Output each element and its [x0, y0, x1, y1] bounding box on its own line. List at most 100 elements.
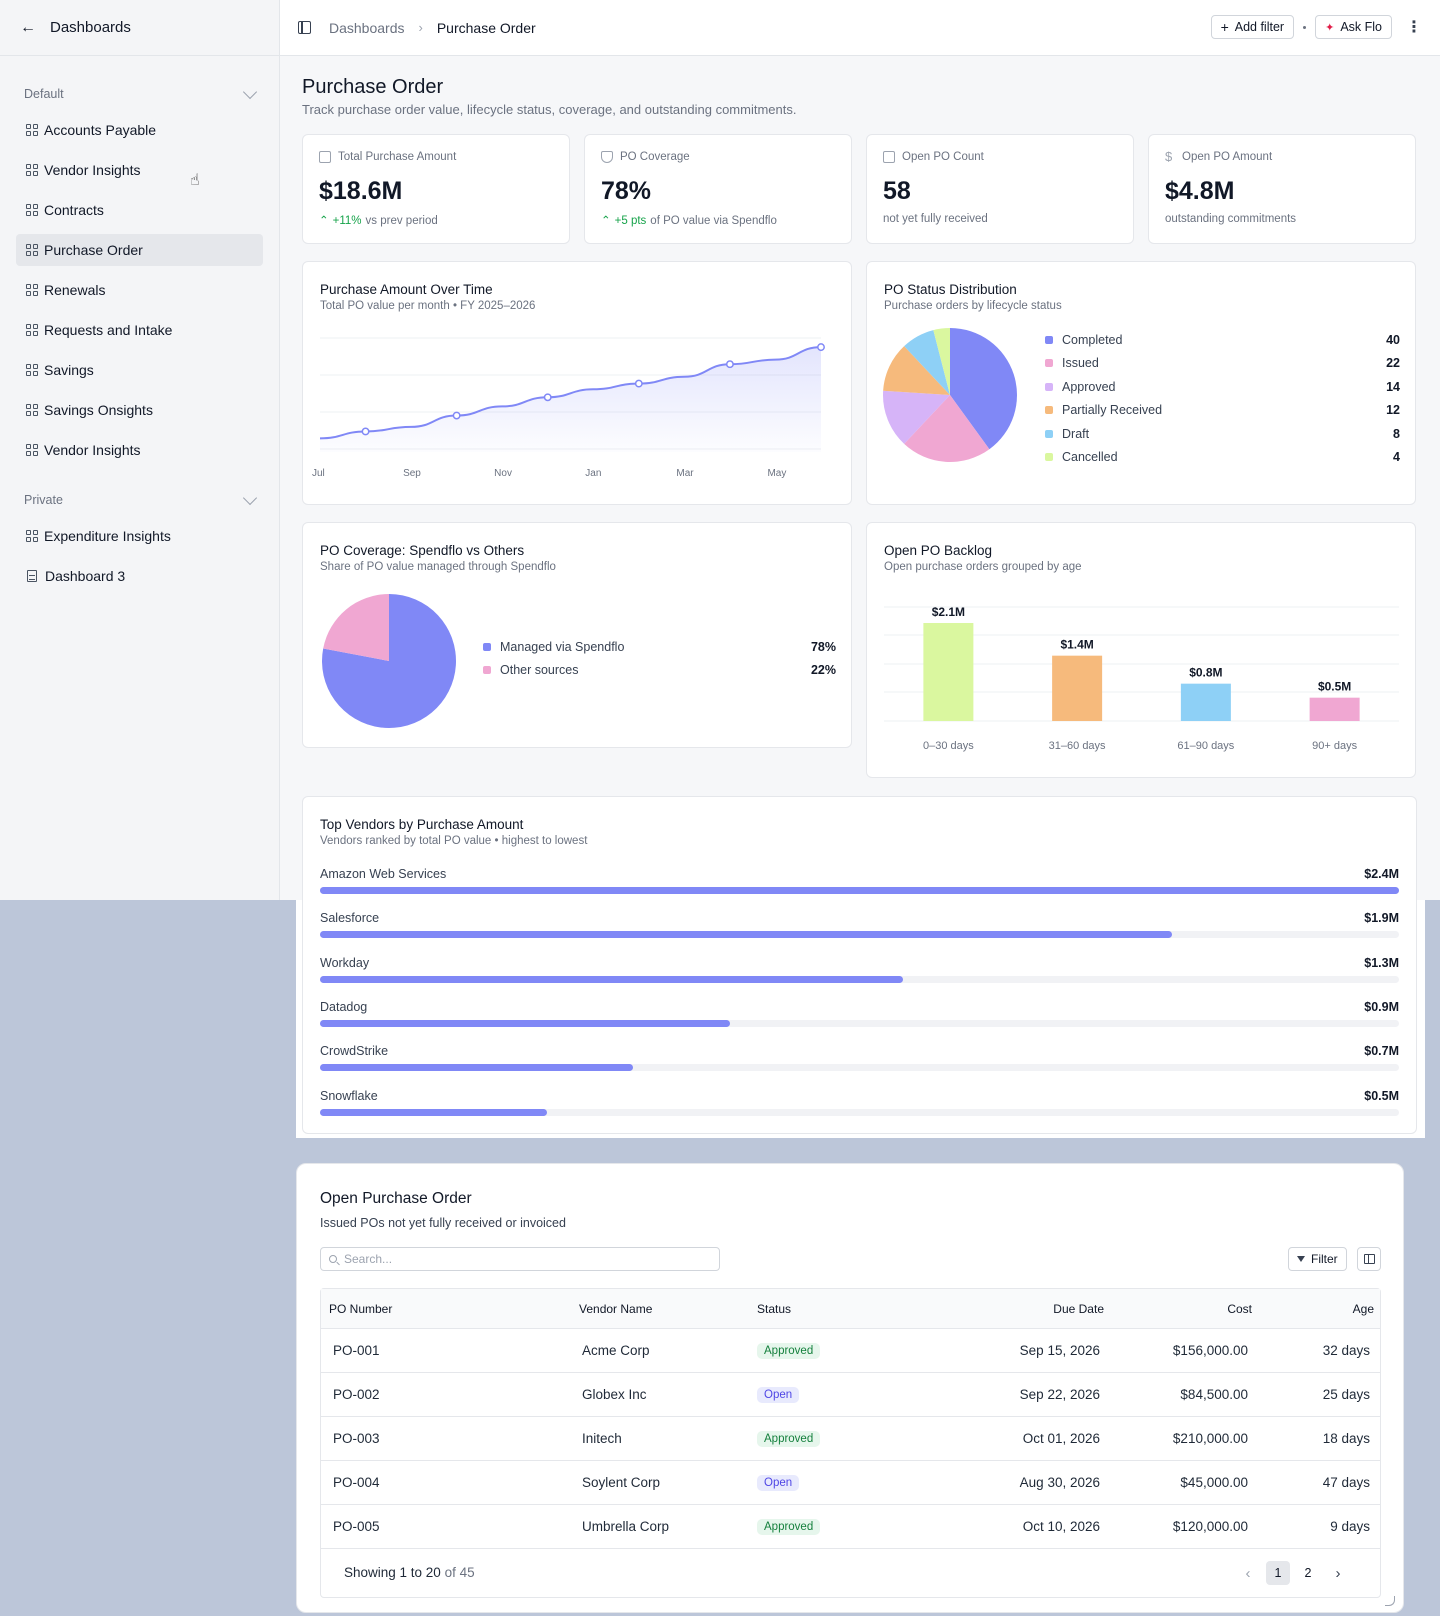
- col-status[interactable]: Status: [757, 1301, 792, 1316]
- table-row[interactable]: PO-004 Soylent Corp Open Aug 30, 2026 $45,00…: [321, 1461, 1380, 1505]
- kpi-card-total-purchase: Total Purchase Amount $18.6M ⌃ +11% vs pre…: [302, 134, 570, 244]
- card-subtitle: Purchase orders by lifecycle status: [884, 300, 1062, 312]
- legend-swatch: [483, 666, 491, 675]
- prev-page-icon[interactable]: ‹: [1245, 1564, 1251, 1582]
- table-row[interactable]: PO-002 Globex Inc Open Sep 22, 2026 $84,500.…: [321, 1373, 1380, 1417]
- search-placeholder: Search...: [344, 1252, 393, 1266]
- kpi-label: PO Coverage: [620, 151, 690, 163]
- cell-vendor-name: Globex Inc: [582, 1387, 647, 1402]
- table-row[interactable]: PO-005 Umbrella Corp Approved Oct 10, 2026 $…: [321, 1505, 1380, 1549]
- kpi-label: Total Purchase Amount: [338, 151, 457, 163]
- card-title: PO Coverage: Spendflo vs Others: [320, 543, 525, 558]
- page-title: Purchase Order: [302, 76, 444, 98]
- cell-due-date: Oct 01, 2026: [1022, 1431, 1100, 1446]
- po-table: PO Number Vendor Name Status Due Date Co…: [320, 1288, 1381, 1598]
- section-private[interactable]: Private: [0, 480, 279, 520]
- bar-value-label: $2.1M: [932, 605, 965, 619]
- table-title: Open Purchase Order: [320, 1190, 472, 1207]
- card-title: Purchase Amount Over Time: [320, 282, 493, 297]
- status-badge: Approved: [757, 1430, 821, 1447]
- sidebar: ← Dashboards Default Accounts Payable Ven…: [0, 0, 280, 900]
- col-vendor-name[interactable]: Vendor Name: [579, 1301, 653, 1316]
- next-page-icon[interactable]: ›: [1335, 1564, 1341, 1582]
- legend-label: Other sources: [500, 663, 579, 678]
- sidebar-item-savings[interactable]: Savings: [16, 354, 263, 386]
- cell-due-date: Oct 10, 2026: [1022, 1519, 1100, 1534]
- col-po-number[interactable]: PO Number: [329, 1301, 393, 1316]
- page-1-button[interactable]: 1: [1266, 1561, 1290, 1585]
- back-to-dashboards[interactable]: ← Dashboards: [0, 0, 279, 56]
- col-age[interactable]: Age: [1352, 1301, 1374, 1316]
- cell-age: 18 days: [1322, 1431, 1370, 1446]
- sidebar-item-renewals[interactable]: Renewals: [16, 274, 263, 306]
- card-title: Top Vendors by Purchase Amount: [320, 817, 524, 832]
- x-tick-label: Nov: [494, 468, 512, 479]
- status-badge: Open: [757, 1386, 800, 1403]
- card-subtitle: Total PO value per month • FY 2025–2026: [320, 300, 536, 312]
- sidebar-item-label: Dashboard 3: [45, 568, 126, 584]
- page-2-button[interactable]: 2: [1304, 1566, 1312, 1580]
- add-filter-button[interactable]: + Add filter: [1210, 15, 1295, 39]
- document-icon: [27, 570, 37, 582]
- dashboard-grid-icon: [26, 364, 38, 376]
- sidebar-item-expenditure-insights[interactable]: Expenditure Insights: [16, 520, 263, 552]
- bar: [1309, 697, 1360, 721]
- vendor-bar: [320, 1064, 633, 1072]
- vendor-row: Snowflake $0.5M: [320, 1089, 1399, 1129]
- vendor-bar: [320, 887, 1399, 894]
- backlog-bar-chart: $2.1M 0–30 days $1.4M 31–60 days $0.8M 61–90 …: [884, 605, 1399, 752]
- filter-button[interactable]: Filter: [1288, 1247, 1347, 1271]
- more-options-icon[interactable]: ⋮: [1406, 19, 1422, 36]
- search-input[interactable]: Search...: [320, 1247, 720, 1271]
- vendor-amount: $0.9M: [1364, 999, 1399, 1014]
- table-subtitle: Issued POs not yet fully received or inv…: [320, 1216, 566, 1230]
- pie-slice: [950, 328, 1017, 450]
- dashboard-grid-icon: [26, 164, 38, 176]
- line-point: [543, 393, 552, 402]
- pie-slice: [883, 390, 950, 444]
- sidebar-item-dashboard-3[interactable]: Dashboard 3: [16, 560, 263, 592]
- status-badge: Open: [757, 1474, 800, 1491]
- bag-icon: [319, 151, 331, 163]
- sidebar-item-contracts[interactable]: Contracts: [16, 194, 263, 226]
- sidebar-item-accounts-payable[interactable]: Accounts Payable: [16, 114, 263, 146]
- table-row[interactable]: PO-003 Initech Approved Oct 01, 2026 $210,00…: [321, 1417, 1380, 1461]
- sidebar-item-savings-onsights[interactable]: Savings Onsights: [16, 394, 263, 426]
- sidebar-item-vendor-insights[interactable]: Vendor Insights: [16, 154, 263, 186]
- vendor-bar-track: [320, 1108, 1399, 1116]
- showing-total: of 45: [444, 1565, 475, 1580]
- sidebar-item-purchase-order[interactable]: Purchase Order: [16, 234, 263, 266]
- sidebar-item-label: Expenditure Insights: [44, 528, 171, 544]
- purchase-over-time-card: Purchase Amount Over Time Total PO value…: [302, 261, 852, 505]
- sidebar-item-label: Savings Onsights: [44, 402, 153, 418]
- kpi-card-po-coverage: PO Coverage 78% ⌃ +5 pts of PO value via S…: [584, 134, 852, 244]
- resize-handle-icon[interactable]: [1385, 1596, 1395, 1606]
- kpi-foot: not yet fully received: [883, 213, 988, 225]
- legend-value: 12: [1386, 403, 1400, 418]
- sidebar-item-vendor-insights[interactable]: Vendor Insights: [16, 434, 263, 466]
- sidebar-title: Dashboards: [50, 19, 131, 36]
- section-default[interactable]: Default: [0, 74, 279, 114]
- col-cost[interactable]: Cost: [1227, 1301, 1252, 1316]
- columns-button[interactable]: [1357, 1247, 1381, 1271]
- sidebar-item-requests-and-intake[interactable]: Requests and Intake: [16, 314, 263, 346]
- main-content: Purchase Order Track purchase order valu…: [280, 56, 1440, 900]
- line-point: [817, 343, 825, 352]
- kpi-delta: +5 pts: [614, 215, 647, 227]
- vendor-name: Snowflake: [320, 1088, 378, 1103]
- ask-flo-button[interactable]: ✦ Ask Flo: [1315, 15, 1392, 39]
- col-due-date[interactable]: Due Date: [1053, 1301, 1104, 1316]
- vendor-amount: $0.7M: [1364, 1044, 1399, 1059]
- legend-item: Cancelled 4: [1045, 446, 1400, 470]
- cell-po-number: PO-005: [333, 1519, 380, 1534]
- kpi-card-open-po-count: Open PO Count 58 not yet fully received: [866, 134, 1134, 244]
- status-badge: Approved: [757, 1518, 821, 1535]
- cell-age: 9 days: [1330, 1519, 1370, 1534]
- sidebar-toggle-icon[interactable]: [298, 21, 311, 34]
- kpi-card-open-po-amount: $ Open PO Amount $4.8M outstanding commit…: [1148, 134, 1416, 244]
- table-row[interactable]: PO-001 Acme Corp Approved Sep 15, 2026 $156,…: [321, 1329, 1380, 1373]
- cell-cost: $120,000.00: [1172, 1519, 1248, 1534]
- x-tick-label: 0–30 days: [923, 740, 974, 752]
- breadcrumb-root[interactable]: Dashboards: [329, 19, 405, 36]
- status-pie-chart: [883, 328, 1017, 462]
